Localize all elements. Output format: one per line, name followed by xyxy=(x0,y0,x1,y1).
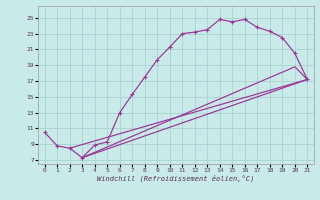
X-axis label: Windchill (Refroidissement éolien,°C): Windchill (Refroidissement éolien,°C) xyxy=(97,175,255,182)
